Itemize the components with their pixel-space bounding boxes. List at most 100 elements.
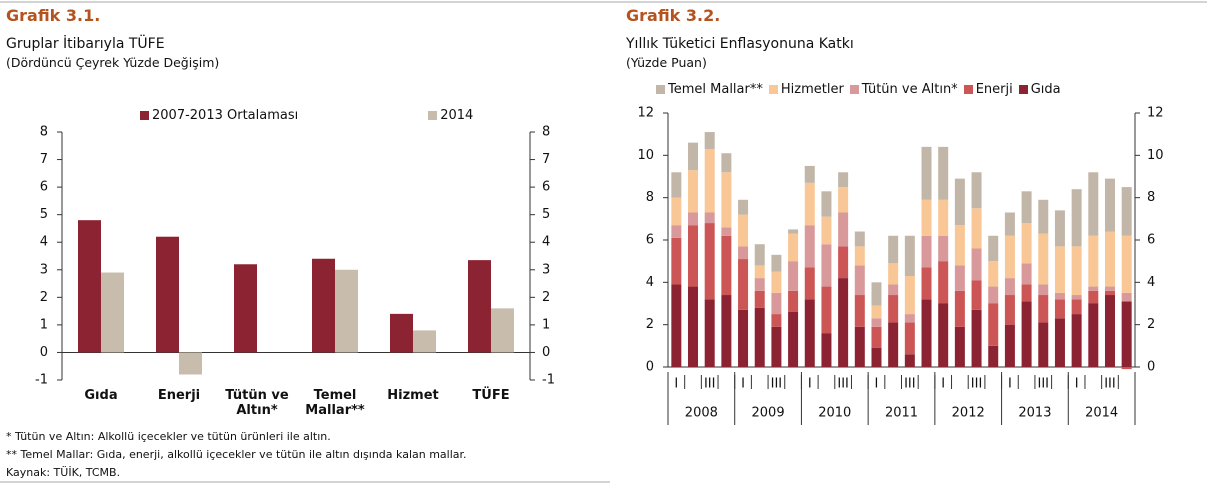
bar-segment [771,271,782,293]
bar-segment [704,299,715,367]
bar-segment [671,225,682,238]
bar-segment [1021,301,1032,367]
bar-segment [904,314,915,323]
bar-segment [754,244,765,266]
x-tick-label: III [704,377,716,392]
bar-segment [771,326,782,367]
bar [413,330,436,353]
y2-tick-label: 8 [1147,190,1155,205]
bar-segment [1071,314,1082,367]
bar-segment [1071,299,1082,315]
y-tick-label: 3 [40,262,48,277]
bar-segment [721,227,732,236]
bar-segment [1088,172,1099,236]
source: Kaynak: TÜİK, TCMB. [6,466,121,479]
bar-segment [988,261,999,287]
legend-item: Temel Mallar** [656,82,763,97]
bar-segment [1004,295,1015,325]
x-tick-label: III [771,377,783,392]
x-tick-label: I [941,377,945,392]
bar-segment [838,187,849,213]
bar-segment [938,303,949,367]
bar-segment [871,318,882,327]
bar-segment [838,172,849,188]
bar [156,236,179,353]
bar-segment [1004,278,1015,296]
y2-tick-label: 10 [1147,148,1164,163]
bar-segment [1054,318,1065,367]
bar-segment [904,235,915,276]
y-tick-label: 6 [40,180,48,195]
bar-segment [971,280,982,310]
bar-segment [788,261,799,291]
year-label: 2012 [952,406,985,421]
bar [78,220,101,353]
y2-tick-label: 12 [1147,106,1164,121]
bar-segment [971,172,982,209]
year-label: 2008 [685,406,718,421]
chart-label: Grafik 3.1. [6,6,101,25]
bar-segment [971,309,982,367]
bar [179,352,202,375]
bar-segment [938,235,949,262]
legend-label: Temel Mallar** [668,82,763,97]
bar-segment [821,191,832,217]
x-tick-label: Temel Mallar** [305,388,365,418]
bar-segment [1121,187,1132,236]
bar-segment [888,284,899,296]
x-tick-label: Hizmet [387,388,439,403]
bar-segment [688,170,699,213]
bar-segment [1121,367,1132,370]
bar-segment [1004,212,1015,236]
x-tick-label: III [904,377,916,392]
bar [234,264,257,353]
legend-label: 2007-2013 Ortalaması [152,108,299,123]
bar-segment [938,199,949,236]
bar-segment [1088,303,1099,367]
bar-segment [871,326,882,348]
bar-segment [821,216,832,245]
bar-segment [788,290,799,312]
footnote: ** Temel Mallar: Gıda, enerji, alkollü i… [6,448,467,461]
bar-segment [854,265,865,296]
bar-segment [971,248,982,281]
bar-segment [904,322,915,355]
bar-segment [1038,233,1049,285]
bar [335,269,358,353]
bar-segment [921,199,932,236]
bar-segment [1038,284,1049,296]
chart-subtitle: (Dördüncü Çeyrek Yüzde Değişim) [6,55,220,70]
bar-segment [904,354,915,367]
y-tick-label: 2 [646,317,654,332]
legend-swatch [963,85,973,94]
bar-segment [688,142,699,171]
bar-segment [688,225,699,287]
year-label: 2013 [1018,406,1051,421]
bar-segment [1054,246,1065,293]
bar-segment [1104,286,1115,291]
bar-segment [1071,295,1082,300]
bar-segment [854,231,865,247]
legend-label: Hizmetler [780,82,844,97]
y2-tick-label: 4 [542,235,550,250]
bar-segment [954,265,965,291]
legend-swatch [428,111,438,120]
bar-segment [754,278,765,291]
legend-swatch [656,85,665,94]
bar-segment [1054,292,1065,300]
legend-item: 2014 [428,108,473,123]
y2-tick-label: -1 [542,373,555,388]
bar-segment [921,235,932,268]
y-tick-label: 5 [40,207,48,222]
bar-segment [1004,235,1015,279]
bar-segment [854,326,865,367]
bar-segment [888,263,899,285]
x-tick-label: I [875,377,879,392]
bar-segment [1121,235,1132,293]
bar-segment [704,212,715,224]
bar [491,308,514,353]
bar-segment [771,292,782,315]
year-label: 2011 [885,406,918,421]
y-tick-label: 0 [646,360,654,375]
